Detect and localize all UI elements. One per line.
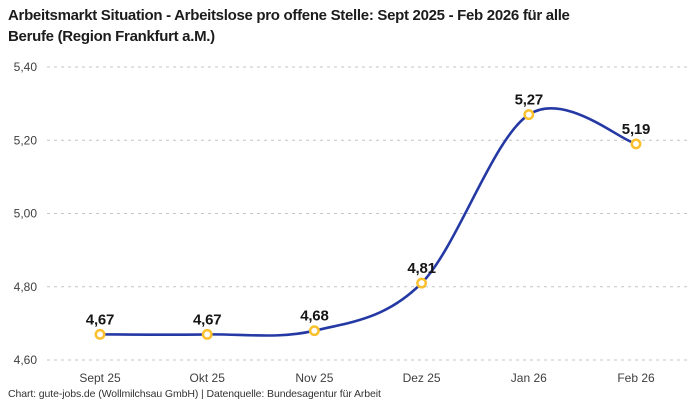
data-point-label: 4,67 — [193, 311, 221, 328]
y-axis-tick-label: 4,80 — [14, 280, 38, 294]
data-point-marker — [308, 325, 320, 337]
data-point-label: 4,68 — [300, 308, 328, 325]
line-series — [98, 107, 638, 337]
y-axis-tick-label: 4,60 — [14, 353, 38, 367]
chart-footer-credit: Chart: gute-jobs.de (Wollmilchsau GmbH) … — [8, 388, 381, 400]
data-point-label: 5,19 — [622, 121, 650, 138]
x-axis-tick-label: Feb 26 — [617, 371, 655, 385]
data-point-label: 5,27 — [515, 92, 543, 109]
x-axis-tick-label: Dez 25 — [403, 371, 441, 385]
data-point-marker — [416, 277, 428, 289]
data-point-marker — [94, 328, 106, 340]
x-axis-tick-label: Jan 26 — [511, 371, 547, 385]
data-point-label: 4,67 — [86, 311, 114, 328]
x-axis-tick-label: Nov 25 — [295, 371, 333, 385]
chart-title-line1: Arbeitsmarkt Situation - Arbeitslose pro… — [8, 7, 570, 24]
data-point-marker — [201, 328, 213, 340]
x-axis-tick-label: Okt 25 — [190, 371, 226, 385]
y-axis-tick-label: 5,00 — [14, 207, 38, 221]
chart-title-line2: Berufe (Region Frankfurt a.M.) — [8, 28, 215, 45]
y-axis-tick-label: 5,40 — [14, 60, 38, 74]
x-axis-tick-label: Sept 25 — [79, 371, 121, 385]
data-point-marker — [523, 109, 535, 121]
chart-title: Arbeitsmarkt Situation - Arbeitslose pro… — [8, 5, 570, 47]
data-point-label: 4,81 — [407, 260, 435, 277]
data-point-marker — [630, 138, 642, 150]
y-axis-tick-label: 5,20 — [14, 133, 38, 147]
